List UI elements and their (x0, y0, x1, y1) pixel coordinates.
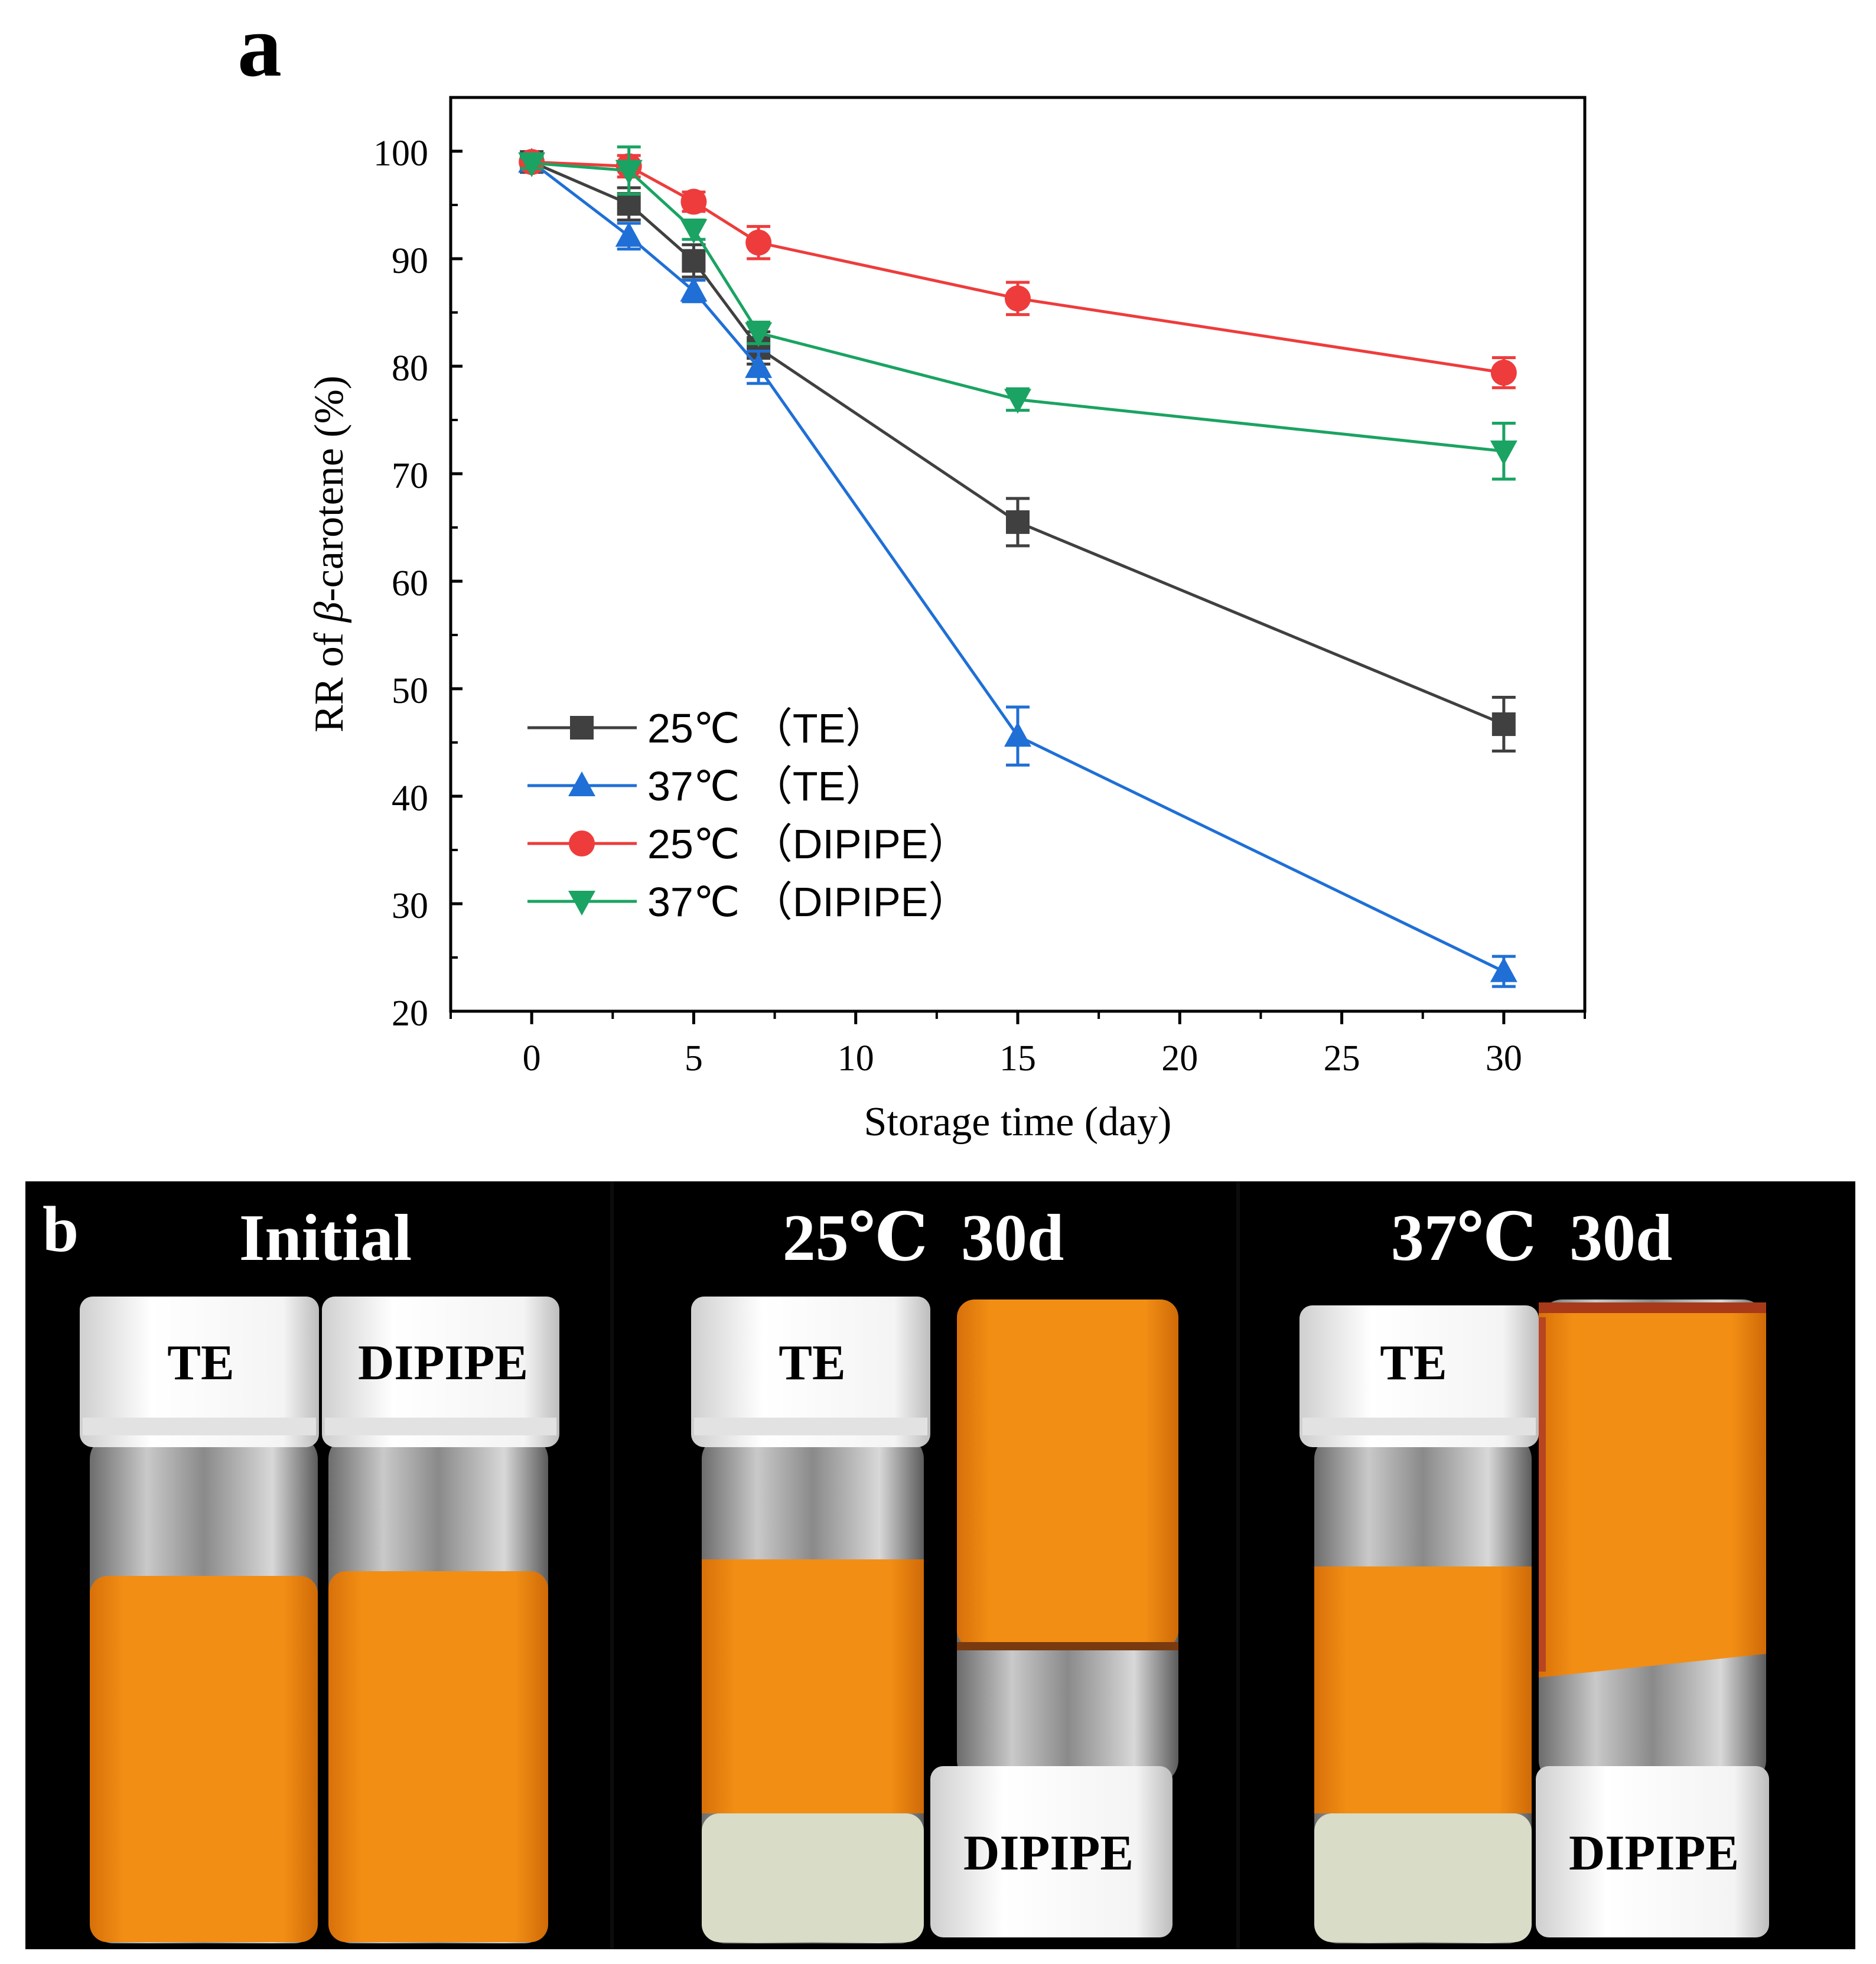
series-line (531, 161, 1504, 453)
y-axis-label-beta: β (307, 601, 352, 623)
vial-37c-dipipe-inverted: DIPIPE (1536, 1299, 1769, 1937)
plot-frame (449, 96, 1587, 1013)
group-title-25c: 25℃ 30d (783, 1201, 1064, 1275)
x-tick-label: 5 (685, 1038, 703, 1079)
data-point (745, 229, 772, 256)
y-axis-label-suffix: -carotene (%) (307, 376, 352, 602)
group-title-initial: Initial (239, 1201, 412, 1275)
series-0 (520, 150, 1516, 753)
data-point (1004, 722, 1031, 747)
y-axis-label: RR of β-carotene (%) (307, 376, 352, 732)
legend-label: 37℃ （TE） (647, 763, 887, 809)
data-point (518, 152, 546, 178)
x-axis: 0 5 10 15 20 25 30 (450, 1011, 1586, 1079)
vial-25c-dipipe-inverted: DIPIPE (930, 1299, 1178, 1937)
y-axis: 20 30 40 50 60 70 80 90 100 (373, 133, 463, 1034)
x-axis-label: Storage time (day) (864, 1099, 1172, 1145)
vial-25c-te: TE (691, 1297, 930, 1943)
y-tick-label: 80 (392, 348, 428, 389)
data-point (1004, 389, 1031, 414)
series-layer (518, 145, 1517, 988)
photo-divider-2 (1236, 1181, 1240, 1949)
legend-marker (569, 830, 595, 856)
photo-divider-1 (610, 1181, 614, 1949)
data-point (680, 276, 708, 302)
y-tick-label: 100 (373, 133, 428, 174)
data-point (680, 219, 708, 244)
series-line (532, 160, 1504, 374)
x-tick-label: 25 (1324, 1038, 1360, 1079)
vial-initial-te: TE (80, 1297, 319, 1943)
data-point (745, 322, 773, 347)
panel-b: b Initial 25℃ 30d 37℃ 30d TE DIPIPE TE (25, 1181, 1855, 1949)
x-tick-label: 30 (1486, 1038, 1522, 1079)
panel-b-label: b (43, 1193, 79, 1265)
legend-marker (568, 891, 595, 916)
panel-a: a 20 30 40 50 60 70 80 90 100 0 5 10 15 20 25 30 Stora… (237, 0, 1587, 1145)
x-tick-label: 0 (523, 1038, 541, 1079)
series-1 (518, 148, 1517, 988)
data-point (745, 353, 773, 378)
y-tick-label: 50 (392, 671, 428, 711)
x-tick-label: 15 (999, 1038, 1036, 1079)
cap-label-37c-dipipe: DIPIPE (1569, 1825, 1739, 1881)
legend-label: 37℃ （DIPIPE） (647, 879, 969, 925)
series-3 (518, 145, 1517, 481)
data-point (1490, 957, 1517, 982)
y-tick-label: 90 (392, 241, 428, 281)
data-point (682, 249, 706, 273)
x-tick-label: 10 (838, 1038, 874, 1079)
data-point (1490, 359, 1517, 386)
y-axis-label-prefix: RR of (307, 622, 352, 732)
data-point (1006, 510, 1030, 534)
legend: 25℃ （TE） 37℃ （TE） 25℃ （DIPIPE） 37℃ （DIPIPE） (527, 705, 969, 925)
y-tick-label: 20 (392, 994, 428, 1034)
series-line (531, 160, 1504, 726)
y-tick-label: 70 (392, 456, 428, 496)
series-line (530, 161, 1504, 973)
data-point (1491, 712, 1516, 737)
x-tick-label: 20 (1161, 1038, 1198, 1079)
y-tick-label: 40 (392, 779, 428, 819)
legend-marker (568, 771, 595, 796)
cap-label-initial-dipipe: DIPIPE (358, 1335, 528, 1390)
group-title-37c: 37℃ 30d (1391, 1201, 1673, 1275)
legend-marker (570, 716, 594, 740)
chart-gridframe (449, 96, 1587, 1013)
panel-a-label: a (237, 0, 282, 95)
legend-label: 25℃ （TE） (647, 705, 887, 751)
cap-label-25c-te: TE (779, 1335, 845, 1390)
y-tick-label: 60 (392, 564, 428, 604)
data-point (680, 188, 707, 215)
data-point (1005, 285, 1031, 312)
data-point (615, 222, 643, 247)
cap-label-25c-dipipe: DIPIPE (963, 1825, 1134, 1881)
data-point (615, 159, 643, 185)
y-tick-label: 30 (392, 886, 428, 926)
vial-initial-dipipe: DIPIPE (322, 1297, 559, 1943)
vial-37c-te: TE (1299, 1305, 1539, 1943)
cap-label-initial-te: TE (167, 1335, 234, 1390)
data-point (1490, 440, 1517, 465)
cap-label-37c-te: TE (1380, 1335, 1447, 1390)
legend-label: 25℃ （DIPIPE） (647, 821, 969, 867)
data-point (617, 192, 641, 216)
